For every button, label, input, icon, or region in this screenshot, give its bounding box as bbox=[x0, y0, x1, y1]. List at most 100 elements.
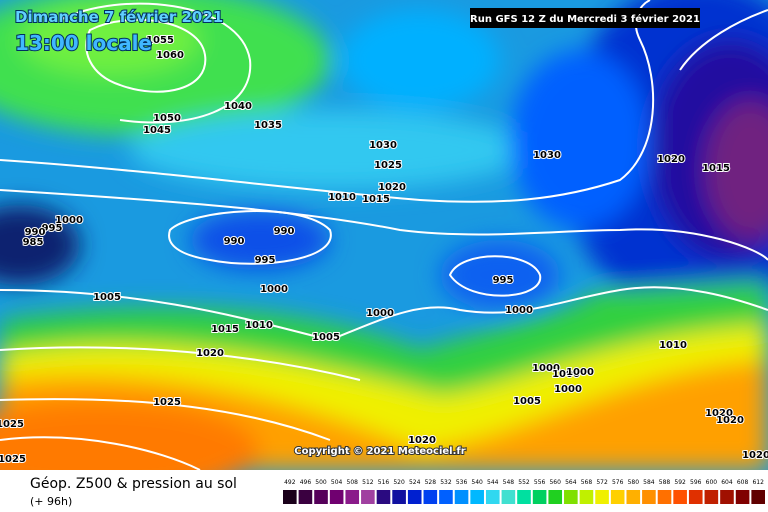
date-label: Dimanche 7 février 2021 bbox=[15, 8, 223, 26]
legend-tick-label: 612 bbox=[752, 479, 764, 486]
isobar-label: 1030 bbox=[369, 140, 397, 151]
time-label: 13:00 locale bbox=[15, 31, 152, 55]
legend-tick-label: 504 bbox=[331, 479, 343, 486]
legend-tick-label: 496 bbox=[300, 479, 312, 486]
legend-tick-label: 540 bbox=[471, 479, 483, 486]
legend-tick-label: 576 bbox=[612, 479, 624, 486]
isobar-label: 1050 bbox=[153, 113, 181, 124]
legend-tick-label: 548 bbox=[503, 479, 515, 486]
legend-swatch bbox=[704, 490, 719, 504]
isobar-label: 1000 bbox=[552, 369, 580, 380]
legend-tick-label: 560 bbox=[549, 479, 561, 486]
legend-tick-label: 524 bbox=[409, 479, 421, 486]
legend-tick-label: 600 bbox=[706, 479, 718, 486]
isobar-label: 1010 bbox=[659, 340, 687, 351]
legend-tick-label: 544 bbox=[487, 479, 499, 486]
legend-tick-label: 492 bbox=[284, 479, 296, 486]
legend-tick-label: 572 bbox=[596, 479, 608, 486]
legend-tick-label: 588 bbox=[659, 479, 671, 486]
isobar-label: 990 bbox=[274, 226, 295, 237]
run-label: Run GFS 12 Z du Mercredi 3 février 2021 bbox=[470, 13, 700, 25]
isobar-label: 1025 bbox=[0, 454, 26, 465]
legend-swatch bbox=[751, 490, 765, 504]
isobar-label: 1005 bbox=[312, 332, 340, 343]
legend-tick-label: 596 bbox=[690, 479, 702, 486]
isobar-label: 1055 bbox=[146, 35, 174, 46]
copyright: Copyright © 2021 Meteociel.fr bbox=[294, 446, 465, 457]
legend-swatch bbox=[688, 490, 703, 504]
legend-tick-label: 568 bbox=[581, 479, 593, 486]
isobar-label: 1020 bbox=[657, 154, 685, 165]
legend-swatch bbox=[657, 490, 672, 504]
legend-swatch bbox=[564, 490, 578, 504]
legend-tick-label: 528 bbox=[425, 479, 437, 486]
isobar-label: 1000 bbox=[566, 367, 594, 378]
legend-tick-label: 580 bbox=[628, 479, 640, 486]
isobar-label: 1010 bbox=[245, 320, 273, 331]
isobar-label: 1020 bbox=[705, 408, 733, 419]
isobar-label: 1000 bbox=[505, 305, 533, 316]
legend-tick-label: 604 bbox=[721, 479, 733, 486]
legend-tick-label: 500 bbox=[315, 479, 327, 486]
legend-swatch bbox=[610, 490, 625, 504]
legend-swatch bbox=[392, 490, 406, 504]
isobar-label: 1035 bbox=[254, 120, 282, 131]
legend-tick-label: 536 bbox=[456, 479, 468, 486]
legend-swatch bbox=[720, 490, 734, 504]
legend: 492 496 500 504 508 512 516 520 524 528 532 536 540 5… bbox=[283, 479, 765, 504]
legend-tick-label: 516 bbox=[378, 479, 390, 486]
isobar-label: 1015 bbox=[702, 163, 730, 174]
isobar-label: 1000 bbox=[532, 363, 560, 374]
legend-swatch bbox=[283, 490, 297, 504]
isobar-label: 1030 bbox=[533, 150, 561, 161]
legend-swatch bbox=[548, 490, 563, 504]
legend-swatch bbox=[439, 490, 453, 504]
legend-swatch bbox=[376, 490, 391, 504]
isobar-label: 1015 bbox=[362, 194, 390, 205]
isobar-label: 1025 bbox=[374, 160, 402, 171]
legend-tick-label: 532 bbox=[440, 479, 452, 486]
legend-swatch bbox=[642, 490, 656, 504]
isobar-label: 1040 bbox=[224, 101, 252, 112]
isobar-label: 985 bbox=[23, 237, 44, 248]
legend-swatch bbox=[673, 490, 687, 504]
isobar-label: 1045 bbox=[143, 125, 171, 136]
isobar-label: 1005 bbox=[93, 292, 121, 303]
legend-tick-label: 608 bbox=[737, 479, 749, 486]
legend-swatch bbox=[626, 490, 641, 504]
legend-tick-label: 564 bbox=[565, 479, 577, 486]
isobar-label: 1005 bbox=[513, 396, 541, 407]
legend-swatch bbox=[361, 490, 375, 504]
isobar-label: 1025 bbox=[153, 397, 181, 408]
legend-tick-label: 520 bbox=[393, 479, 405, 486]
isobar-label: 1020 bbox=[742, 450, 768, 461]
legend-tick-label: 556 bbox=[534, 479, 546, 486]
legend-swatch bbox=[314, 490, 328, 504]
isobar-label: 1025 bbox=[0, 419, 24, 430]
isobar-label: 1060 bbox=[156, 50, 184, 61]
isobar-label: 990 bbox=[25, 227, 46, 238]
isobar-label: 995 bbox=[255, 255, 276, 266]
legend-swatch bbox=[454, 490, 469, 504]
isobar-label: 1020 bbox=[196, 348, 224, 359]
isobar-label: 990 bbox=[224, 236, 245, 247]
map-field: 1055106010501045104010351030102510201015… bbox=[0, 0, 768, 470]
legend-swatch bbox=[470, 490, 484, 504]
legend-swatch bbox=[532, 490, 547, 504]
isobar-label: 995 bbox=[493, 275, 514, 286]
isobar-label: 1000 bbox=[55, 215, 83, 226]
isobar-label: 995 bbox=[42, 223, 63, 234]
isobar-label: 1020 bbox=[378, 182, 406, 193]
isobar-label: 1000 bbox=[260, 284, 288, 295]
legend-swatch bbox=[595, 490, 609, 504]
legend-swatch bbox=[485, 490, 500, 504]
isobar-label: 1010 bbox=[328, 192, 356, 203]
legend-tick-label: 592 bbox=[674, 479, 686, 486]
legend-swatch bbox=[501, 490, 516, 504]
isobars bbox=[0, 0, 768, 470]
legend-tick-label: 552 bbox=[518, 479, 530, 486]
footer-lead: (+ 96h) bbox=[30, 495, 72, 508]
run-box bbox=[470, 8, 700, 28]
legend-swatch bbox=[517, 490, 531, 504]
isobar-label: 1000 bbox=[554, 384, 582, 395]
